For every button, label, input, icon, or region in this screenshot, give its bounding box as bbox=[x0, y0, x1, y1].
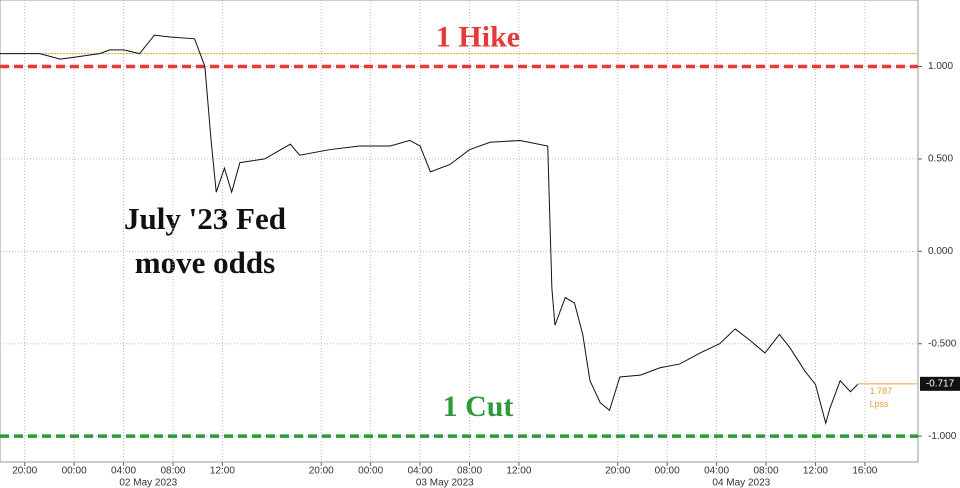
x-tick-label: 00:00 bbox=[62, 466, 87, 477]
threshold-label: 1 Cut bbox=[443, 390, 514, 423]
x-tick-label: 20:00 bbox=[12, 466, 37, 477]
y-tick-label: 1.000 bbox=[928, 61, 953, 72]
last-note: 1.787 bbox=[870, 386, 893, 396]
plot-area bbox=[0, 0, 919, 463]
x-date-label: 02 May 2023 bbox=[119, 478, 177, 488]
x-tick-label: 04:00 bbox=[111, 466, 136, 477]
x-tick-label: 20:00 bbox=[605, 466, 630, 477]
y-tick-label: -0.500 bbox=[928, 338, 957, 349]
threshold-label: 1 Hike bbox=[436, 20, 520, 53]
x-tick-label: 08:00 bbox=[160, 466, 185, 477]
x-tick-label: 00:00 bbox=[655, 466, 680, 477]
x-tick-label: 04:00 bbox=[704, 466, 729, 477]
x-tick-label: 12:00 bbox=[506, 466, 531, 477]
x-tick-label: 12:00 bbox=[210, 466, 235, 477]
x-date-label: 04 May 2023 bbox=[712, 478, 770, 488]
x-tick-label: 08:00 bbox=[754, 466, 779, 477]
x-tick-label: 20:00 bbox=[309, 466, 334, 477]
y-tick-label: -1.000 bbox=[928, 431, 957, 442]
y-tick-label: 0.500 bbox=[928, 154, 953, 165]
y-tick-label: 0.000 bbox=[928, 246, 953, 257]
last-note: Lpss bbox=[870, 399, 890, 409]
x-date-label: 03 May 2023 bbox=[416, 478, 474, 488]
x-tick-label: 16:00 bbox=[852, 466, 877, 477]
last-value-box bbox=[920, 376, 960, 391]
annotation: move odds bbox=[135, 245, 275, 280]
x-tick-label: 08:00 bbox=[457, 466, 482, 477]
annotation: July '23 Fed bbox=[124, 201, 286, 236]
series-line bbox=[0, 34, 859, 426]
x-tick-label: 00:00 bbox=[358, 466, 383, 477]
last-value-label: -0.717 bbox=[926, 378, 955, 389]
x-tick-label: 04:00 bbox=[408, 466, 433, 477]
x-tick-label: 12:00 bbox=[803, 466, 828, 477]
